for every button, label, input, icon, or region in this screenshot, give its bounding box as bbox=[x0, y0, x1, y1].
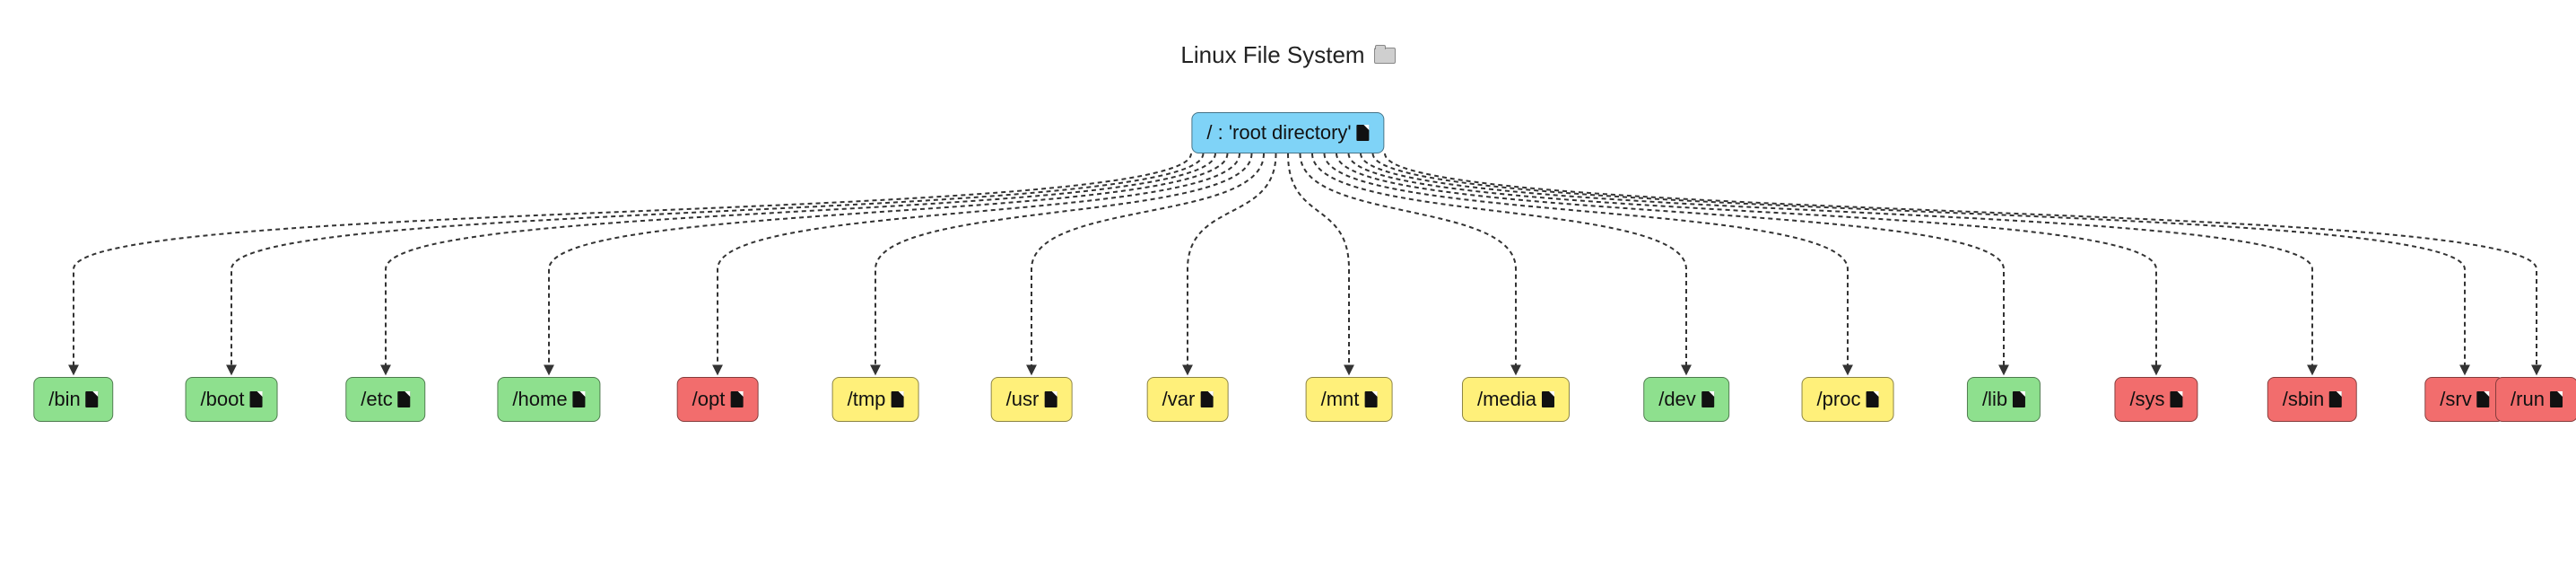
document-icon bbox=[1364, 391, 1377, 407]
node-media: /media bbox=[1462, 377, 1570, 422]
node-tmp: /tmp bbox=[832, 377, 919, 422]
edge-root-to-sys bbox=[1349, 153, 2157, 373]
edge-root-to-sbin bbox=[1361, 153, 2312, 373]
document-icon bbox=[1701, 391, 1714, 407]
node-home: /home bbox=[497, 377, 600, 422]
node-dev: /dev bbox=[1643, 377, 1729, 422]
document-icon bbox=[730, 391, 743, 407]
node-label: /tmp bbox=[848, 388, 886, 411]
node-usr: /usr bbox=[991, 377, 1073, 422]
node-label: /proc bbox=[1817, 388, 1861, 411]
diagram-canvas: Linux File System / : 'root directory' /b… bbox=[0, 0, 2576, 578]
document-icon bbox=[573, 391, 586, 407]
node-etc: /etc bbox=[345, 377, 425, 422]
edge-root-to-proc bbox=[1325, 153, 1849, 373]
node-label: /media bbox=[1477, 388, 1536, 411]
document-icon bbox=[2013, 391, 2025, 407]
diagram-title: Linux File System bbox=[0, 41, 2576, 69]
node-boot: /boot bbox=[186, 377, 278, 422]
document-icon bbox=[1044, 391, 1057, 407]
edge-root-to-run bbox=[1385, 153, 2537, 373]
edge-root-to-opt bbox=[718, 153, 1240, 373]
node-proc: /proc bbox=[1802, 377, 1894, 422]
node-var: /var bbox=[1147, 377, 1229, 422]
edge-root-to-boot bbox=[231, 153, 1204, 373]
node-label: /opt bbox=[692, 388, 726, 411]
document-icon bbox=[398, 391, 411, 407]
node-mnt: /mnt bbox=[1306, 377, 1393, 422]
node-label: /home bbox=[512, 388, 567, 411]
node-label: /usr bbox=[1006, 388, 1040, 411]
edge-root-to-tmp bbox=[875, 153, 1252, 373]
document-icon bbox=[1200, 391, 1213, 407]
edge-root-to-etc bbox=[386, 153, 1215, 373]
node-bin: /bin bbox=[33, 377, 113, 422]
document-icon bbox=[891, 391, 903, 407]
diagram-title-text: Linux File System bbox=[1180, 41, 1364, 69]
node-root: / : 'root directory' bbox=[1191, 112, 1384, 153]
folder-icon bbox=[1374, 48, 1396, 64]
edge-root-to-dev bbox=[1312, 153, 1686, 373]
edge-root-to-srv bbox=[1373, 153, 2466, 373]
document-icon bbox=[1866, 391, 1878, 407]
node-sys: /sys bbox=[2114, 377, 2197, 422]
node-label: / : 'root directory' bbox=[1206, 121, 1351, 144]
node-label: /etc bbox=[361, 388, 392, 411]
document-icon bbox=[2477, 391, 2490, 407]
edge-root-to-media bbox=[1301, 153, 1517, 373]
node-label: /var bbox=[1162, 388, 1196, 411]
node-srv: /srv bbox=[2424, 377, 2504, 422]
node-label: /dev bbox=[1658, 388, 1696, 411]
document-icon bbox=[2171, 391, 2183, 407]
node-opt: /opt bbox=[677, 377, 759, 422]
node-label: /mnt bbox=[1321, 388, 1360, 411]
node-label: /srv bbox=[2440, 388, 2471, 411]
node-lib: /lib bbox=[1967, 377, 2041, 422]
node-sbin: /sbin bbox=[2267, 377, 2357, 422]
node-label: /lib bbox=[1982, 388, 2007, 411]
edge-root-to-home bbox=[549, 153, 1228, 373]
edge-root-to-mnt bbox=[1288, 153, 1349, 373]
document-icon bbox=[2329, 391, 2342, 407]
document-icon bbox=[249, 391, 262, 407]
document-icon bbox=[1542, 391, 1554, 407]
node-label: /run bbox=[2511, 388, 2545, 411]
node-label: /bin bbox=[48, 388, 80, 411]
edges-layer bbox=[0, 0, 2576, 578]
document-icon bbox=[1357, 125, 1370, 141]
edge-root-to-usr bbox=[1031, 153, 1264, 373]
document-icon bbox=[2550, 391, 2563, 407]
edge-root-to-var bbox=[1188, 153, 1276, 373]
node-label: /sbin bbox=[2283, 388, 2324, 411]
node-run: /run bbox=[2495, 377, 2576, 422]
node-label: /sys bbox=[2129, 388, 2164, 411]
node-label: /boot bbox=[201, 388, 245, 411]
document-icon bbox=[86, 391, 99, 407]
edge-root-to-bin bbox=[74, 153, 1191, 373]
edge-root-to-lib bbox=[1336, 153, 2004, 373]
